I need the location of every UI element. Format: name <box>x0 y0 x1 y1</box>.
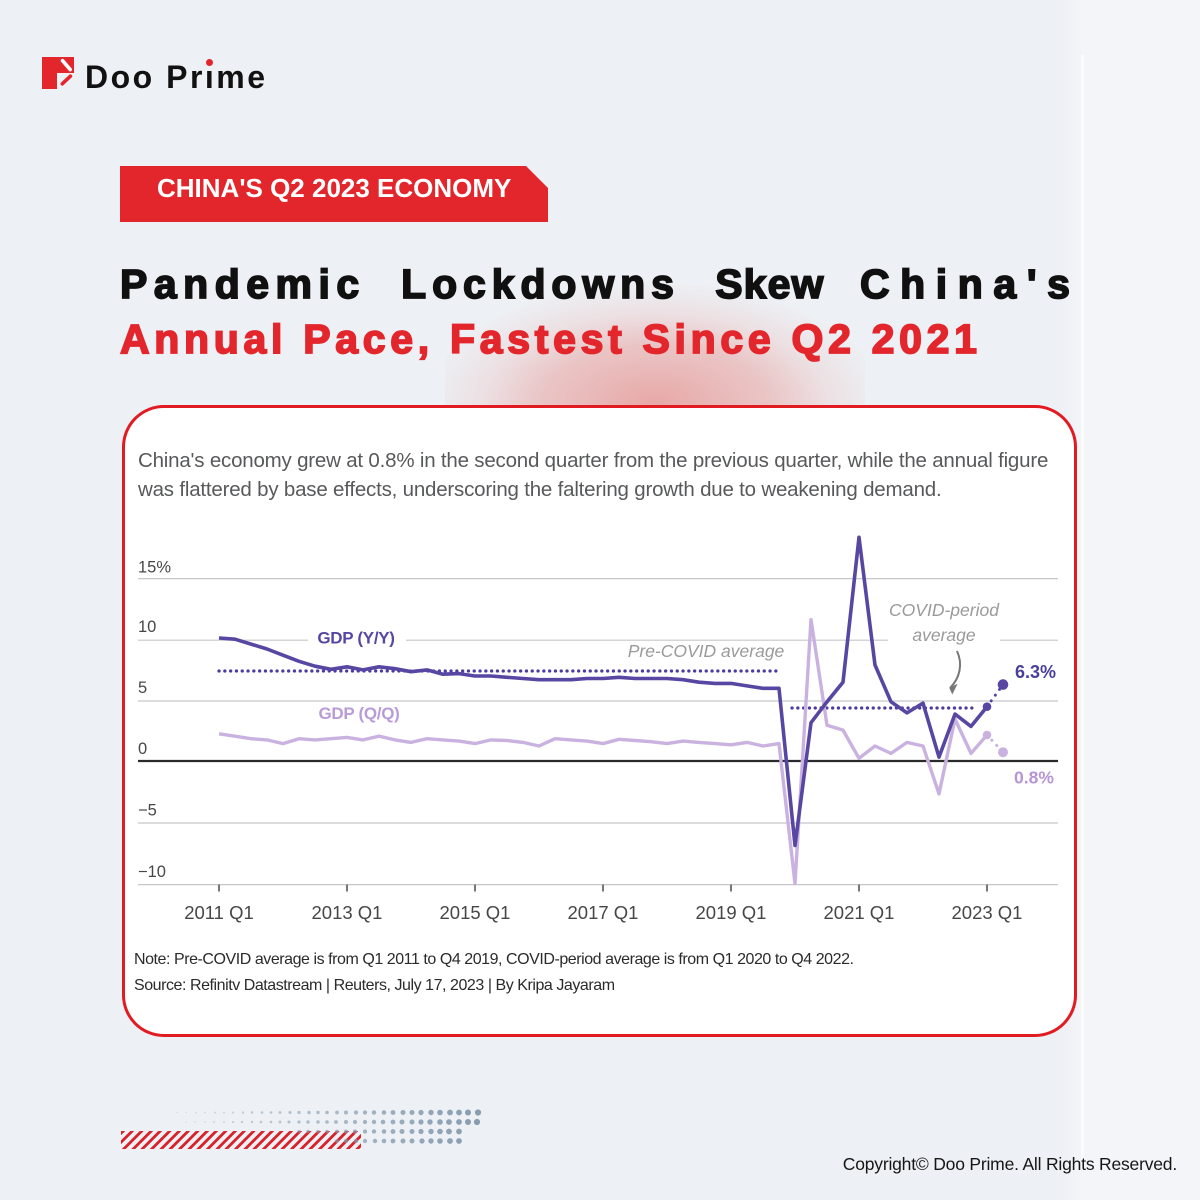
svg-text:2017 Q1: 2017 Q1 <box>568 902 639 923</box>
svg-text:0.8%: 0.8% <box>1014 768 1054 788</box>
svg-text:0: 0 <box>138 740 147 758</box>
svg-text:2013 Q1: 2013 Q1 <box>312 902 383 923</box>
svg-text:15%: 15% <box>138 559 171 577</box>
svg-text:6.3%: 6.3% <box>1015 662 1056 682</box>
svg-text:COVID-period: COVID-period <box>889 600 1000 620</box>
svg-text:2021 Q1: 2021 Q1 <box>824 902 895 923</box>
svg-text:2023 Q1: 2023 Q1 <box>952 902 1023 923</box>
svg-text:2019 Q1: 2019 Q1 <box>696 902 767 923</box>
svg-text:−10: −10 <box>138 863 166 881</box>
svg-text:10: 10 <box>138 618 156 636</box>
svg-text:−5: −5 <box>138 802 157 820</box>
svg-text:GDP (Y/Y): GDP (Y/Y) <box>317 629 394 648</box>
svg-text:2015 Q1: 2015 Q1 <box>440 902 511 923</box>
svg-text:2011 Q1: 2011 Q1 <box>184 902 254 923</box>
svg-text:Pre-COVID average: Pre-COVID average <box>628 641 785 661</box>
svg-text:average: average <box>912 625 976 645</box>
svg-text:5: 5 <box>138 679 147 697</box>
svg-text:GDP (Q/Q): GDP (Q/Q) <box>318 704 399 723</box>
